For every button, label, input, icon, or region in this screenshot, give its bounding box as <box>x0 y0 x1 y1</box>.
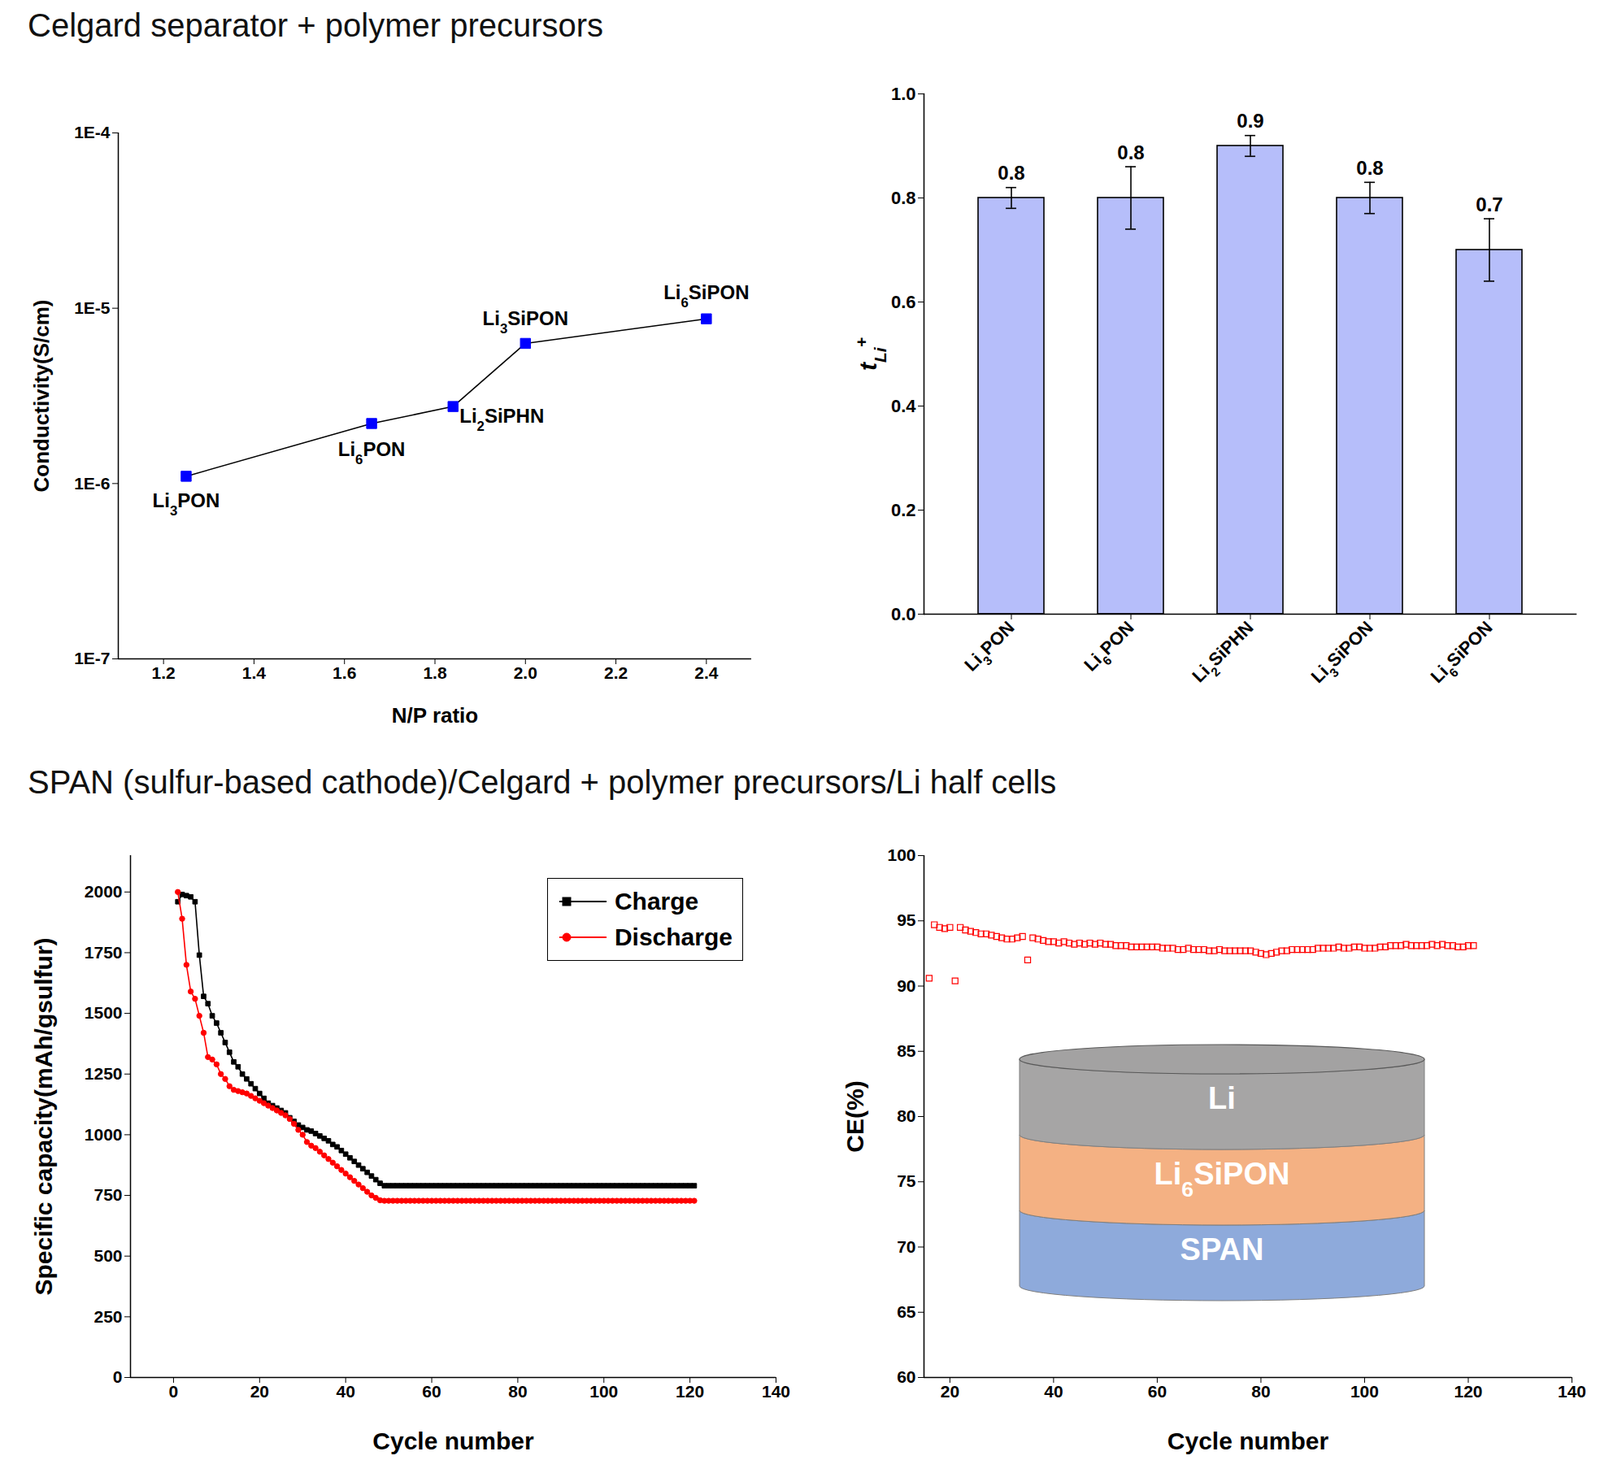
svg-text:70: 70 <box>896 1237 916 1257</box>
svg-text:40: 40 <box>335 1382 355 1401</box>
svg-text:Li2SiPHN: Li2SiPHN <box>1187 617 1261 691</box>
svg-text:250: 250 <box>93 1307 122 1327</box>
svg-text:Li6PON: Li6PON <box>1079 617 1142 679</box>
svg-text:0.2: 0.2 <box>891 500 917 521</box>
svg-text:0.4: 0.4 <box>891 395 917 417</box>
svg-text:1750: 1750 <box>84 943 123 962</box>
svg-text:Li6SiPON: Li6SiPON <box>1154 1156 1291 1202</box>
svg-text:CE(%): CE(%) <box>841 1080 869 1153</box>
svg-text:0.8: 0.8 <box>891 187 917 209</box>
svg-text:20: 20 <box>940 1382 960 1401</box>
svg-text:2.0: 2.0 <box>513 663 538 683</box>
svg-text:0: 0 <box>113 1367 123 1387</box>
svg-text:500: 500 <box>93 1246 122 1266</box>
svg-text:N/P ratio: N/P ratio <box>391 703 479 728</box>
svg-text:Li6SiPON: Li6SiPON <box>663 281 749 311</box>
svg-text:Li: Li <box>1208 1081 1236 1116</box>
svg-text:120: 120 <box>675 1382 705 1401</box>
html-text:Discharge: Discharge <box>614 923 733 951</box>
svg-text:Li3PON: Li3PON <box>152 489 221 519</box>
svg-text:0.0: 0.0 <box>891 604 917 625</box>
svg-text:0.8: 0.8 <box>1356 156 1383 179</box>
svg-text:85: 85 <box>896 1041 917 1061</box>
svg-text:95: 95 <box>896 910 917 930</box>
svg-text:tLi+: tLi+ <box>851 337 889 371</box>
svg-text:100: 100 <box>1350 1382 1379 1401</box>
svg-text:1.8: 1.8 <box>422 663 448 683</box>
svg-text:80: 80 <box>896 1106 916 1126</box>
svg-text:120: 120 <box>1453 1382 1483 1401</box>
html-text:SPAN (sulfur-based cathode)/Ce: SPAN (sulfur-based cathode)/Celgard + po… <box>27 764 1057 800</box>
svg-text:1E-7: 1E-7 <box>73 648 110 668</box>
svg-text:Li3SiPON: Li3SiPON <box>1307 617 1382 692</box>
svg-text:750: 750 <box>93 1185 122 1205</box>
svg-text:140: 140 <box>1557 1382 1587 1401</box>
svg-text:2.2: 2.2 <box>604 663 628 683</box>
svg-text:2.4: 2.4 <box>694 663 719 683</box>
svg-text:1.6: 1.6 <box>332 663 357 683</box>
svg-text:Li6PON: Li6PON <box>338 438 406 468</box>
svg-text:Cycle number: Cycle number <box>1167 1427 1330 1455</box>
svg-text:60: 60 <box>421 1382 441 1401</box>
svg-text:Li3PON: Li3PON <box>960 617 1022 679</box>
svg-text:90: 90 <box>896 976 916 996</box>
html-text:Celgard separator + polymer pr: Celgard separator + polymer precursors <box>27 7 604 44</box>
svg-text:1.0: 1.0 <box>891 83 917 105</box>
svg-text:20: 20 <box>250 1382 270 1401</box>
svg-text:1E-4: 1E-4 <box>73 122 111 142</box>
svg-text:1.2: 1.2 <box>152 663 176 683</box>
svg-text:80: 80 <box>508 1382 527 1401</box>
svg-text:75: 75 <box>896 1171 917 1191</box>
svg-text:1E-6: 1E-6 <box>73 473 110 493</box>
svg-text:0.7: 0.7 <box>1475 193 1503 216</box>
svg-text:SPAN: SPAN <box>1180 1232 1265 1267</box>
svg-text:100: 100 <box>589 1382 618 1401</box>
svg-text:Li3SiPON: Li3SiPON <box>482 307 569 337</box>
svg-text:2000: 2000 <box>84 882 123 901</box>
svg-text:Li2SiPHN: Li2SiPHN <box>459 404 544 435</box>
svg-text:0: 0 <box>169 1382 179 1401</box>
svg-text:60: 60 <box>896 1367 916 1387</box>
html-text:Charge: Charge <box>614 887 699 915</box>
svg-text:0.8: 0.8 <box>997 161 1025 184</box>
svg-text:1500: 1500 <box>84 1003 123 1022</box>
svg-text:65: 65 <box>896 1302 917 1322</box>
svg-text:60: 60 <box>1147 1382 1167 1401</box>
svg-text:0.6: 0.6 <box>891 291 917 313</box>
svg-text:80: 80 <box>1251 1382 1270 1401</box>
svg-text:Cycle number: Cycle number <box>372 1427 535 1455</box>
svg-text:1E-5: 1E-5 <box>73 298 111 318</box>
svg-text:0.9: 0.9 <box>1236 109 1264 132</box>
svg-text:140: 140 <box>761 1382 791 1401</box>
svg-text:Conductivity(S/cm): Conductivity(S/cm) <box>29 300 54 493</box>
svg-text:0.8: 0.8 <box>1117 141 1144 164</box>
svg-text:1000: 1000 <box>84 1125 123 1144</box>
svg-text:1250: 1250 <box>84 1064 123 1083</box>
svg-text:Li6SiPON: Li6SiPON <box>1426 617 1501 692</box>
svg-text:40: 40 <box>1043 1382 1063 1401</box>
svg-text:Specific capacity(mAh/gsulfur): Specific capacity(mAh/gsulfur) <box>30 937 57 1296</box>
svg-text:1.4: 1.4 <box>242 663 267 683</box>
svg-text:100: 100 <box>886 845 916 865</box>
